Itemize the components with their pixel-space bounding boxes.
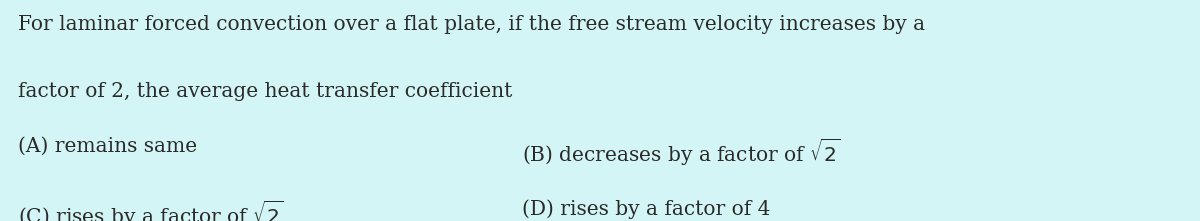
Text: (B) decreases by a factor of $\sqrt{2}$: (B) decreases by a factor of $\sqrt{2}$ [522, 137, 840, 168]
Text: (D) rises by a factor of 4: (D) rises by a factor of 4 [522, 199, 770, 219]
Text: For laminar forced convection over a flat plate, if the free stream velocity inc: For laminar forced convection over a fla… [18, 15, 925, 34]
Text: factor of 2, the average heat transfer coefficient: factor of 2, the average heat transfer c… [18, 82, 512, 101]
Text: (A) remains same: (A) remains same [18, 137, 197, 156]
Text: (C) rises by a factor of $\sqrt{2}$: (C) rises by a factor of $\sqrt{2}$ [18, 199, 283, 221]
